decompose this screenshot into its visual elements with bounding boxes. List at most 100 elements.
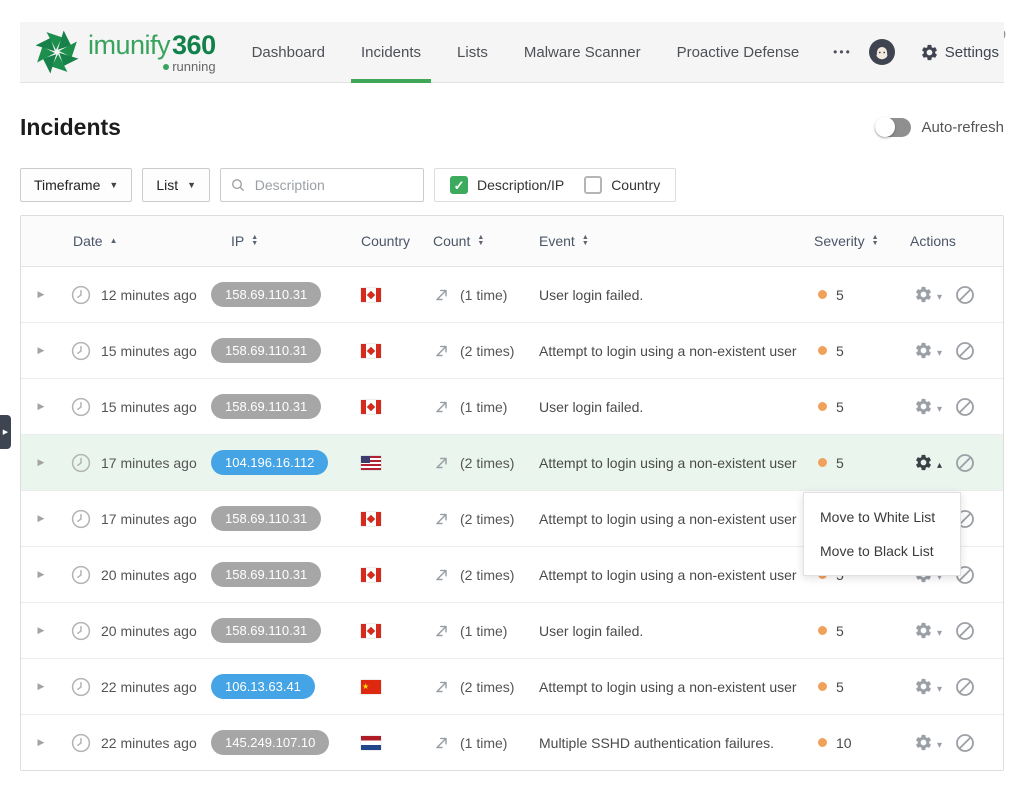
block-ip-button[interactable] <box>955 621 975 641</box>
nav-item-lists[interactable]: Lists <box>457 43 488 61</box>
block-icon <box>956 341 974 360</box>
clock-icon <box>71 341 91 360</box>
ip-badge: 158.69.110.31 <box>211 562 322 587</box>
column-header-event[interactable]: Event <box>539 233 814 249</box>
ip-badge: 158.69.110.31 <box>211 618 322 643</box>
table-row[interactable]: ▶ 15 minutes ago 158.69.110.31 (2 times)… <box>21 323 1003 379</box>
nav-item-malware-scanner[interactable]: Malware Scanner <box>523 43 641 61</box>
nav-item-dashboard[interactable]: Dashboard <box>251 43 325 61</box>
block-ip-button[interactable] <box>955 285 975 305</box>
table-row[interactable]: ▶ 22 minutes ago 106.13.63.41 (2 times) … <box>21 659 1003 715</box>
table-body: ▶ 12 minutes ago 158.69.110.31 (1 time) … <box>21 267 1003 770</box>
row-actions-menu-button[interactable] <box>914 341 942 360</box>
column-header-ip[interactable]: IP <box>211 233 361 249</box>
menu-item-move-to-white-list[interactable]: Move to White List <box>820 509 936 525</box>
arrow-up-right-icon <box>436 625 447 637</box>
country-flag-icon <box>361 679 381 694</box>
count-cell: (1 time) <box>433 398 539 415</box>
block-ip-button[interactable] <box>955 341 975 361</box>
gear-icon <box>916 342 931 359</box>
severity-dot-icon <box>818 290 827 299</box>
expand-caret-icon[interactable]: ▶ <box>37 625 45 635</box>
block-ip-button[interactable] <box>955 453 975 473</box>
row-actions-menu-button[interactable] <box>914 677 942 696</box>
gear-icon <box>916 286 931 303</box>
arrow-up-right-icon <box>436 401 447 413</box>
row-actions-menu-button[interactable] <box>914 621 942 640</box>
country-cell <box>361 735 433 750</box>
event-cell: Attempt to login using a non-existent us… <box>539 342 797 359</box>
table-row[interactable]: ▶ 12 minutes ago 158.69.110.31 (1 time) … <box>21 267 1003 323</box>
column-header-severity[interactable]: Severity <box>814 233 910 249</box>
caret-icon <box>937 735 942 751</box>
row-actions-menu-button[interactable] <box>914 397 942 416</box>
expand-caret-icon[interactable]: ▶ <box>37 345 45 355</box>
ip-cell: 106.13.63.41 <box>211 674 361 699</box>
ip-badge: 158.69.110.31 <box>211 338 322 363</box>
clock-icon <box>71 397 91 416</box>
ip-badge: 104.196.16.112 <box>211 450 329 475</box>
actions-cell <box>910 285 1003 305</box>
expand-caret-icon[interactable]: ▶ <box>37 289 45 299</box>
nav-more-button[interactable]: ••• <box>833 45 852 59</box>
auto-refresh-label: Auto-refresh <box>921 118 1004 136</box>
expand-caret-icon[interactable]: ▶ <box>37 513 45 523</box>
nav-item-proactive-defense[interactable]: Proactive Defense <box>676 43 800 61</box>
event-cell: Attempt to login using a non-existent us… <box>539 566 797 583</box>
checkbox-description-ip[interactable]: Description/IP <box>450 176 564 194</box>
expand-caret-icon[interactable]: ▶ <box>37 569 45 579</box>
expand-caret-icon[interactable]: ▶ <box>37 737 45 747</box>
sidebar-expand-toggle[interactable]: ▶ <box>0 415 11 449</box>
country-cell <box>361 287 433 302</box>
ip-badge: 145.249.107.10 <box>211 730 330 755</box>
support-button[interactable] <box>868 38 896 66</box>
search-input[interactable] <box>252 176 414 194</box>
brand-suffix: 360 <box>172 29 216 60</box>
table-row[interactable]: ▶ 17 minutes ago 104.196.16.112 (2 times… <box>21 435 1003 491</box>
country-cell <box>361 455 433 470</box>
expand-caret-icon[interactable]: ▶ <box>37 401 45 411</box>
count-cell: (2 times) <box>433 454 539 471</box>
ip-cell: 104.196.16.112 <box>211 450 361 475</box>
block-icon <box>956 285 974 304</box>
date-cell: 20 minutes ago <box>61 565 211 585</box>
date-cell: 15 minutes ago <box>61 341 211 361</box>
settings-button[interactable]: Settings <box>920 43 999 62</box>
caret-icon <box>937 455 942 471</box>
country-cell <box>361 511 433 526</box>
country-flag-icon <box>361 567 381 582</box>
arrow-up-right-icon <box>436 457 447 469</box>
page-title: Incidents <box>20 113 121 140</box>
table-row[interactable]: ▶ 22 minutes ago 145.249.107.10 (1 time)… <box>21 715 1003 770</box>
event-cell: Multiple SSHD authentication failures. <box>539 734 775 751</box>
row-actions-menu-button[interactable] <box>914 733 942 752</box>
block-icon <box>956 677 974 696</box>
row-actions-menu-button[interactable] <box>914 285 942 304</box>
nav-item-incidents[interactable]: Incidents <box>343 22 439 83</box>
column-header-count[interactable]: Count <box>433 233 539 249</box>
expand-caret-icon[interactable]: ▶ <box>37 457 45 467</box>
auto-refresh-toggle[interactable] <box>875 116 912 137</box>
block-icon <box>956 453 974 472</box>
ip-cell: 158.69.110.31 <box>211 338 361 363</box>
timeframe-dropdown-button[interactable]: Timeframe ▼ <box>20 168 133 202</box>
block-ip-button[interactable] <box>955 397 975 417</box>
event-cell: User login failed. <box>539 286 644 303</box>
count-cell: (2 times) <box>433 566 539 583</box>
country-cell <box>361 679 433 694</box>
block-ip-button[interactable] <box>955 677 975 697</box>
date-cell: 22 minutes ago <box>61 677 211 697</box>
list-dropdown-button[interactable]: List ▼ <box>142 168 211 202</box>
row-actions-menu-button[interactable] <box>914 453 942 472</box>
block-ip-button[interactable] <box>955 733 975 753</box>
sort-icon <box>872 235 879 247</box>
column-header-date[interactable]: Date <box>61 233 211 249</box>
checkbox-country[interactable]: Country <box>584 176 660 194</box>
menu-item-move-to-black-list[interactable]: Move to Black List <box>820 543 934 559</box>
expand-caret-icon[interactable]: ▶ <box>37 681 45 691</box>
country-flag-icon <box>361 511 381 526</box>
table-row[interactable]: ▶ 15 minutes ago 158.69.110.31 (1 time) … <box>21 379 1003 435</box>
ip-cell: 158.69.110.31 <box>211 282 361 307</box>
table-row[interactable]: ▶ 20 minutes ago 158.69.110.31 (1 time) … <box>21 603 1003 659</box>
clock-icon <box>71 621 91 640</box>
